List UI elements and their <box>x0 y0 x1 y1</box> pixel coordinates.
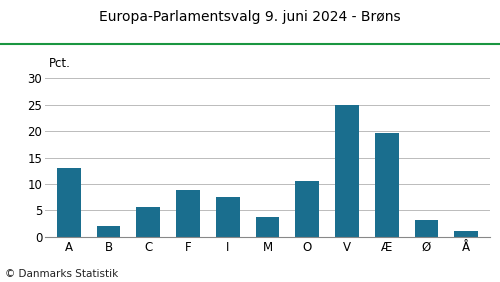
Text: © Danmarks Statistik: © Danmarks Statistik <box>5 269 118 279</box>
Bar <box>296 181 319 237</box>
Text: Pct.: Pct. <box>49 57 71 70</box>
Bar <box>414 220 438 237</box>
Bar <box>454 231 478 237</box>
Bar <box>57 168 81 237</box>
Bar <box>96 226 120 237</box>
Bar <box>256 217 280 237</box>
Bar <box>375 133 398 237</box>
Text: Europa-Parlamentsvalg 9. juni 2024 - Brøns: Europa-Parlamentsvalg 9. juni 2024 - Brø… <box>99 10 401 24</box>
Bar <box>216 197 240 237</box>
Bar <box>335 105 359 237</box>
Bar <box>176 190 200 237</box>
Bar <box>136 207 160 237</box>
